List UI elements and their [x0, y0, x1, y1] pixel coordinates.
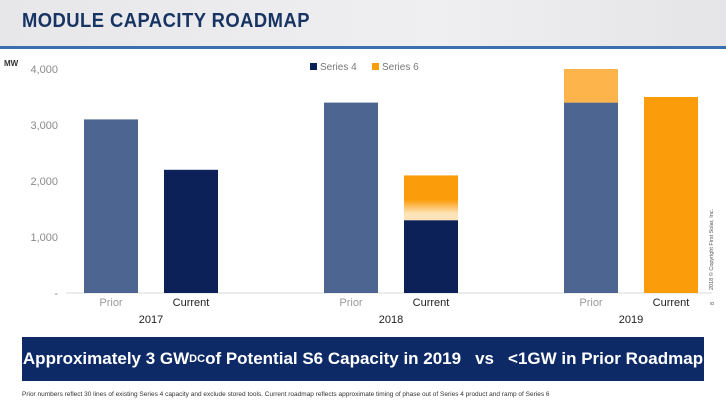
y-tick-label: - — [54, 288, 58, 300]
x-category-label: Prior — [339, 297, 363, 309]
legend-label: Series 6 — [382, 62, 419, 73]
y-axis-label: MW — [4, 59, 19, 68]
bar-series4 — [404, 220, 458, 293]
x-category-label: Current — [173, 297, 210, 309]
legend-swatch — [372, 63, 379, 70]
y-tick-label: 3,000 — [30, 120, 58, 132]
bar-series4 — [324, 102, 378, 293]
legend-label: Series 4 — [320, 62, 357, 73]
banner-comparison: <1GW in Prior Roadmap — [508, 349, 704, 368]
x-group-label: 2018 — [379, 314, 403, 326]
copyright-notice: 2018 © Copyright First Solar, Inc. — [709, 208, 715, 290]
x-group-label: 2019 — [619, 314, 643, 326]
bar-series6 — [564, 69, 618, 103]
bar-series4 — [164, 169, 218, 293]
legend-swatch — [310, 63, 317, 70]
footnote: Prior numbers reflect 30 lines of existi… — [22, 391, 550, 398]
y-tick-label: 4,000 — [30, 64, 58, 76]
x-category-label: Current — [413, 297, 450, 309]
x-group-label: 2017 — [139, 314, 163, 326]
bar-series4 — [84, 119, 138, 294]
summary-banner: Approximately 3 GW DC of Potential S6 Cap… — [22, 337, 704, 381]
x-category-label: Current — [653, 297, 690, 309]
banner-suffix: of Potential S6 Capacity in 2019 — [205, 349, 462, 368]
banner-text: Approximately 3 GW DC of Potential S6 Cap… — [22, 337, 704, 381]
capacity-chart: MW - 1,000 2,000 3,000 4,000 Prior Current Prior… — [4, 59, 712, 326]
bar-series4 — [564, 102, 618, 293]
y-tick-label: 1,000 — [30, 232, 58, 244]
banner-prefix: Approximately 3 GW — [22, 349, 190, 368]
banner-vs: vs — [475, 349, 495, 368]
page-title: MODULE CAPACITY ROADMAP — [22, 10, 310, 32]
title-band — [0, 0, 726, 46]
y-tick-label: 2,000 — [30, 176, 58, 188]
banner-subscript: DC — [189, 353, 206, 365]
x-category-label: Prior — [579, 297, 603, 309]
bar-series6 — [644, 97, 698, 293]
bar-series6 — [404, 175, 458, 221]
x-category-label: Prior — [99, 297, 123, 309]
title-divider — [0, 46, 726, 49]
page-number: 8 — [710, 301, 716, 305]
